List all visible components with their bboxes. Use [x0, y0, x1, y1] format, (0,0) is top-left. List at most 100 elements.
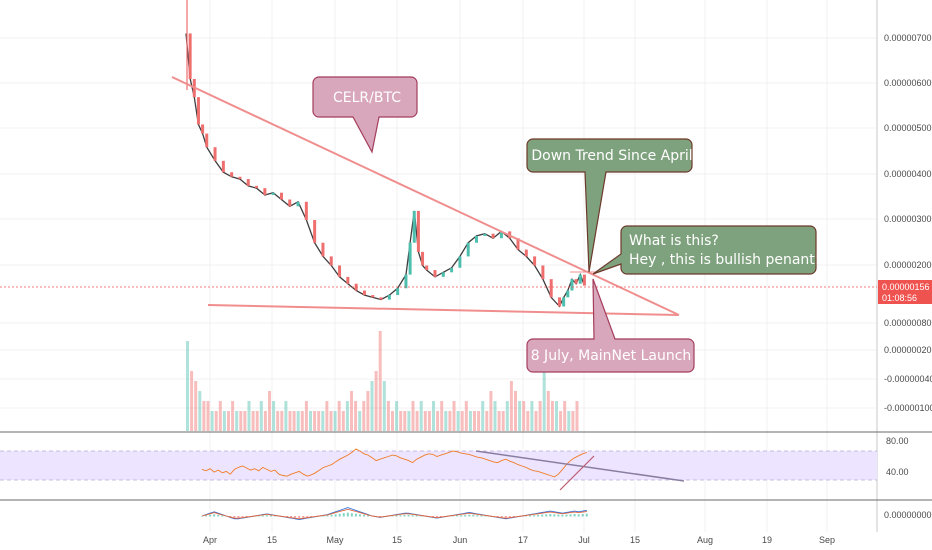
macd-histogram-bar — [415, 515, 418, 517]
volume-bar — [239, 411, 243, 431]
volume-bar — [555, 401, 558, 431]
price-candle — [499, 231, 503, 239]
date-axis[interactable]: Apr 15 May 15 Jun 17 Jul 15 Aug 19 Sep — [203, 535, 835, 545]
price-candle — [549, 279, 553, 298]
price-tick-label: -0.00000040 — [884, 374, 932, 384]
support-trendline — [207, 304, 680, 316]
price-axis[interactable]: 0.00000700 0.00000600 0.00000500 0.00000400… — [884, 33, 932, 413]
macd-histogram-bar — [403, 514, 406, 517]
price-candle — [450, 267, 454, 273]
price-tick-label: -0.00000100 — [884, 403, 932, 413]
volume-bar — [280, 411, 284, 431]
rsi-tick-label: 40.00 — [886, 467, 909, 477]
volume-bar — [407, 411, 411, 431]
macd-axis[interactable]: 0.00000000 — [884, 510, 932, 520]
macd-histogram-bar — [569, 514, 572, 517]
callout-pennant[interactable]: What is this? Hey , this is bullish pena… — [592, 225, 820, 275]
macd-histogram-bar — [411, 515, 414, 517]
volume-bar — [386, 401, 390, 431]
trendlines[interactable] — [171, 76, 680, 316]
price-candle — [213, 147, 217, 161]
price-candle — [441, 272, 445, 277]
volume-bar — [243, 411, 247, 431]
volume-bar — [477, 411, 481, 431]
volume-bar — [460, 411, 464, 431]
macd-histogram-bar — [334, 514, 337, 517]
macd-histogram-bar — [245, 516, 248, 518]
price-candle — [562, 297, 566, 307]
volume-bar — [440, 401, 444, 431]
macd-histogram-bar — [342, 513, 345, 517]
rsi-axis[interactable]: 80.00 40.00 — [886, 436, 909, 477]
volume-bar — [317, 411, 321, 431]
price-tick-label: 0.00000080 — [884, 318, 932, 328]
date-tick-label: 19 — [762, 535, 772, 545]
macd-histogram-bar — [472, 514, 475, 517]
callout-pair-label[interactable]: CELR/BTC — [312, 76, 418, 154]
price-candle — [524, 249, 528, 257]
price-candle — [558, 297, 561, 307]
macd-histogram-bar — [533, 515, 536, 517]
macd-histogram-bar — [439, 516, 442, 518]
volume-bars — [186, 331, 579, 431]
volume-bar — [481, 401, 485, 431]
volume-bar — [222, 411, 226, 431]
macd-histogram-bar — [391, 515, 394, 517]
price-candle — [408, 242, 412, 275]
macd-histogram-bar — [217, 514, 220, 517]
macd-series — [201, 507, 588, 520]
callout-down-trend[interactable]: Down Trend Since April — [526, 138, 693, 273]
volume-bar — [497, 411, 501, 431]
macd-histogram-bar — [306, 516, 309, 518]
price-candle — [288, 199, 292, 207]
volume-bar — [448, 411, 452, 431]
callout-down-trend-text: Down Trend Since April — [531, 148, 692, 164]
volume-bar — [263, 411, 267, 431]
volume-bar — [518, 401, 522, 431]
price-candle — [263, 188, 267, 195]
macd-histogram-bar — [468, 514, 471, 517]
callout-mainnet[interactable]: 8 July, MainNet Launch — [526, 278, 695, 373]
volume-bar — [206, 401, 210, 431]
macd-histogram-bar — [395, 515, 398, 517]
volume-bar — [403, 411, 407, 431]
macd-histogram-bar — [269, 515, 272, 517]
macd-histogram-bar — [456, 515, 459, 517]
volume-bar — [194, 381, 198, 431]
macd-histogram-bar — [265, 515, 268, 517]
volume-bar — [456, 411, 460, 431]
price-candle — [346, 276, 350, 284]
volume-bar — [321, 411, 325, 431]
macd-histogram-bar — [261, 515, 264, 517]
date-tick-label: 15 — [267, 535, 277, 545]
volume-bar — [399, 411, 403, 431]
volume-bar — [571, 411, 575, 431]
volume-bar — [190, 371, 194, 431]
macd-histogram-bar — [273, 515, 276, 517]
callout-pennant-line2: Hey , this is bullish penant! — [629, 252, 820, 268]
macd-histogram-bar — [209, 514, 212, 517]
macd-histogram-bar — [577, 514, 580, 517]
price-candle — [238, 176, 242, 180]
macd-histogram-bar — [565, 514, 568, 517]
volume-bar — [358, 411, 362, 431]
down-trendline — [171, 76, 680, 316]
macd-histogram-bar — [407, 514, 410, 517]
price-candle — [205, 133, 209, 148]
volume-bar — [534, 411, 538, 431]
volume-bar — [378, 331, 382, 431]
macd-histogram-bar — [399, 515, 402, 517]
date-tick-label: 15 — [630, 535, 640, 545]
macd-histogram-bar — [310, 516, 313, 518]
volume-bar — [329, 411, 333, 431]
price-candle — [483, 233, 487, 236]
volume-bar — [296, 411, 300, 431]
price-candle — [246, 179, 250, 186]
macd-histogram-bar — [286, 516, 289, 518]
date-tick-label: 15 — [392, 535, 402, 545]
volume-bar — [530, 401, 534, 431]
volume-bar — [227, 411, 230, 431]
price-candle — [416, 210, 420, 252]
macd-histogram-bar — [346, 512, 349, 517]
